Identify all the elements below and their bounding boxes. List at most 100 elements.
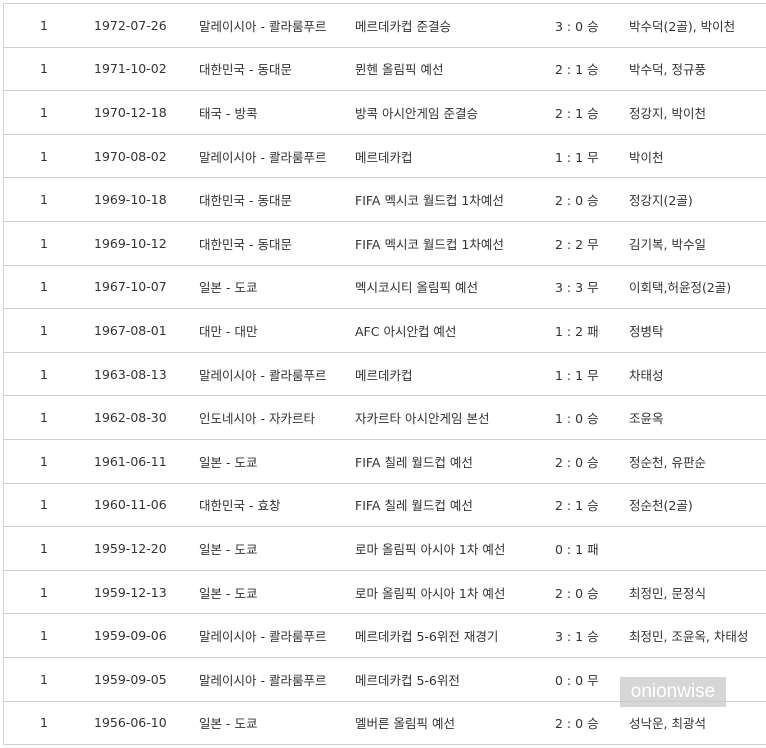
- match-scorers: 정순천, 유판순: [629, 438, 766, 484]
- match-venue: 일본 - 도쿄: [199, 438, 355, 484]
- match-date: 1960-11-06: [94, 482, 199, 527]
- match-venue: 대한민국 - 동대문: [199, 177, 355, 222]
- match-date: 1969-10-12: [94, 220, 199, 266]
- match-score: 2 : 0: [555, 585, 584, 601]
- table-row: 1 1970-08-02 말레이시아 - 콸라룸푸르 메르데카컵 1 : 1 무 박이천: [4, 133, 766, 178]
- match-venue: 대한민국 - 동대문: [199, 46, 355, 91]
- table-row: 1 1956-06-10 일본 - 도쿄 멜버른 올림픽 예선 2 : 0 승 성낙운, 최…: [4, 700, 766, 746]
- match-count: 1: [4, 482, 94, 527]
- match-count: 1: [4, 569, 94, 614]
- match-scorers: 정순천(2골): [629, 482, 766, 527]
- match-score: 3 : 1: [555, 629, 584, 645]
- match-venue: 말레이시아 - 콸라룸푸르: [199, 613, 355, 658]
- match-venue: 대만 - 대만: [199, 308, 355, 353]
- match-scorers: 차태성: [629, 351, 766, 396]
- match-competition: 메르데카컵 준결승: [355, 3, 555, 48]
- match-date: 1970-12-18: [94, 90, 199, 135]
- match-scorers: 정강지, 박이천: [629, 90, 766, 135]
- match-competition: 멕시코시티 올림픽 예선: [355, 264, 555, 309]
- match-score: 2 : 1: [555, 62, 584, 78]
- match-competition: FIFA 멕시코 월드컵 1차예선: [355, 220, 555, 266]
- table-row: 1 1961-06-11 일본 - 도쿄 FIFA 칠레 월드컵 예선 2 : 0 승 정순…: [4, 438, 766, 484]
- match-result: 무: [587, 280, 599, 296]
- match-result: 무: [587, 672, 599, 688]
- match-score: 2 : 0: [555, 716, 584, 732]
- match-venue: 태국 - 방콕: [199, 90, 355, 135]
- match-date: 1961-06-11: [94, 438, 199, 484]
- match-score: 2 : 1: [555, 105, 584, 121]
- match-date: 1971-10-02: [94, 46, 199, 91]
- match-competition: 메르데카컵: [355, 133, 555, 178]
- match-date: 1967-10-07: [94, 264, 199, 309]
- match-count: 1: [4, 526, 94, 571]
- match-count: 1: [4, 613, 94, 658]
- match-score: 1 : 0: [555, 411, 584, 427]
- match-count: 1: [4, 700, 94, 746]
- match-competition: 메르데카컵: [355, 351, 555, 396]
- match-result: 승: [587, 62, 599, 78]
- table-row: 1 1962-08-30 인도네시아 - 자카르타 자카르타 아시안게임 본선 1 : …: [4, 395, 766, 440]
- match-venue: 일본 - 도쿄: [199, 264, 355, 309]
- match-date: 1959-12-13: [94, 569, 199, 614]
- table-row: 1 1970-12-18 태국 - 방콕 방콕 아시안게임 준결승 2 : 1 승 정강지,…: [4, 90, 766, 135]
- match-competition: FIFA 칠레 월드컵 예선: [355, 438, 555, 484]
- match-score: 2 : 0: [555, 193, 584, 209]
- match-competition: 뮌헨 올림픽 예선: [355, 46, 555, 91]
- table-row: 1 1963-08-13 말레이시아 - 콸라룸푸르 메르데카컵 1 : 1 무 차태성: [4, 351, 766, 396]
- table-row: 1 1967-10-07 일본 - 도쿄 멕시코시티 올림픽 예선 3 : 3 무 이회택,…: [4, 264, 766, 309]
- match-count: 1: [4, 177, 94, 222]
- match-scorers: 이회택,허윤정(2골): [629, 264, 766, 309]
- match-scorers: [629, 526, 766, 571]
- match-date: 1970-08-02: [94, 133, 199, 178]
- match-count: 1: [4, 46, 94, 91]
- match-result: 승: [587, 411, 599, 427]
- match-venue: 일본 - 도쿄: [199, 700, 355, 746]
- match-result: 무: [587, 149, 599, 165]
- match-competition: 메르데카컵 5-6위전: [355, 656, 555, 701]
- match-competition: 자카르타 아시안게임 본선: [355, 395, 555, 440]
- match-venue: 인도네시아 - 자카르타: [199, 395, 355, 440]
- match-scorers: 최정민, 문정식: [629, 569, 766, 614]
- match-venue: 말레이시아 - 콸라룸푸르: [199, 351, 355, 396]
- match-competition: 멜버른 올림픽 예선: [355, 700, 555, 746]
- match-competition: 방콕 아시안게임 준결승: [355, 90, 555, 135]
- match-score: 2 : 0: [555, 454, 584, 470]
- match-count: 1: [4, 438, 94, 484]
- match-score: 0 : 0: [555, 672, 584, 688]
- match-count: 1: [4, 90, 94, 135]
- match-score: 1 : 1: [555, 149, 584, 165]
- match-competition: AFC 아시안컵 예선: [355, 308, 555, 353]
- match-count: 1: [4, 133, 94, 178]
- match-score: 1 : 2: [555, 323, 584, 339]
- match-date: 1959-12-20: [94, 526, 199, 571]
- match-date: 1959-09-06: [94, 613, 199, 658]
- match-result: 패: [587, 541, 599, 557]
- match-result: 승: [587, 629, 599, 645]
- match-count: 1: [4, 656, 94, 701]
- match-scorers: 조윤옥: [629, 395, 766, 440]
- match-date: 1963-08-13: [94, 351, 199, 396]
- match-venue: 대한민국 - 효창: [199, 482, 355, 527]
- table-row: 1 1969-10-12 대한민국 - 동대문 FIFA 멕시코 월드컵 1차예선 2 …: [4, 220, 766, 266]
- match-scorers: 최정민, 조윤옥, 차태성: [629, 613, 766, 658]
- match-result: 승: [587, 716, 599, 732]
- match-venue: 말레이시아 - 콸라룸푸르: [199, 3, 355, 48]
- match-result: 승: [587, 498, 599, 514]
- match-count: 1: [4, 3, 94, 48]
- match-scorers: 박수덕(2골), 박이천: [629, 3, 766, 48]
- match-scorers: 박이천: [629, 133, 766, 178]
- match-venue: 일본 - 도쿄: [199, 569, 355, 614]
- match-scorers: 정병탁: [629, 308, 766, 353]
- match-scorers: 김기복, 박수일: [629, 220, 766, 266]
